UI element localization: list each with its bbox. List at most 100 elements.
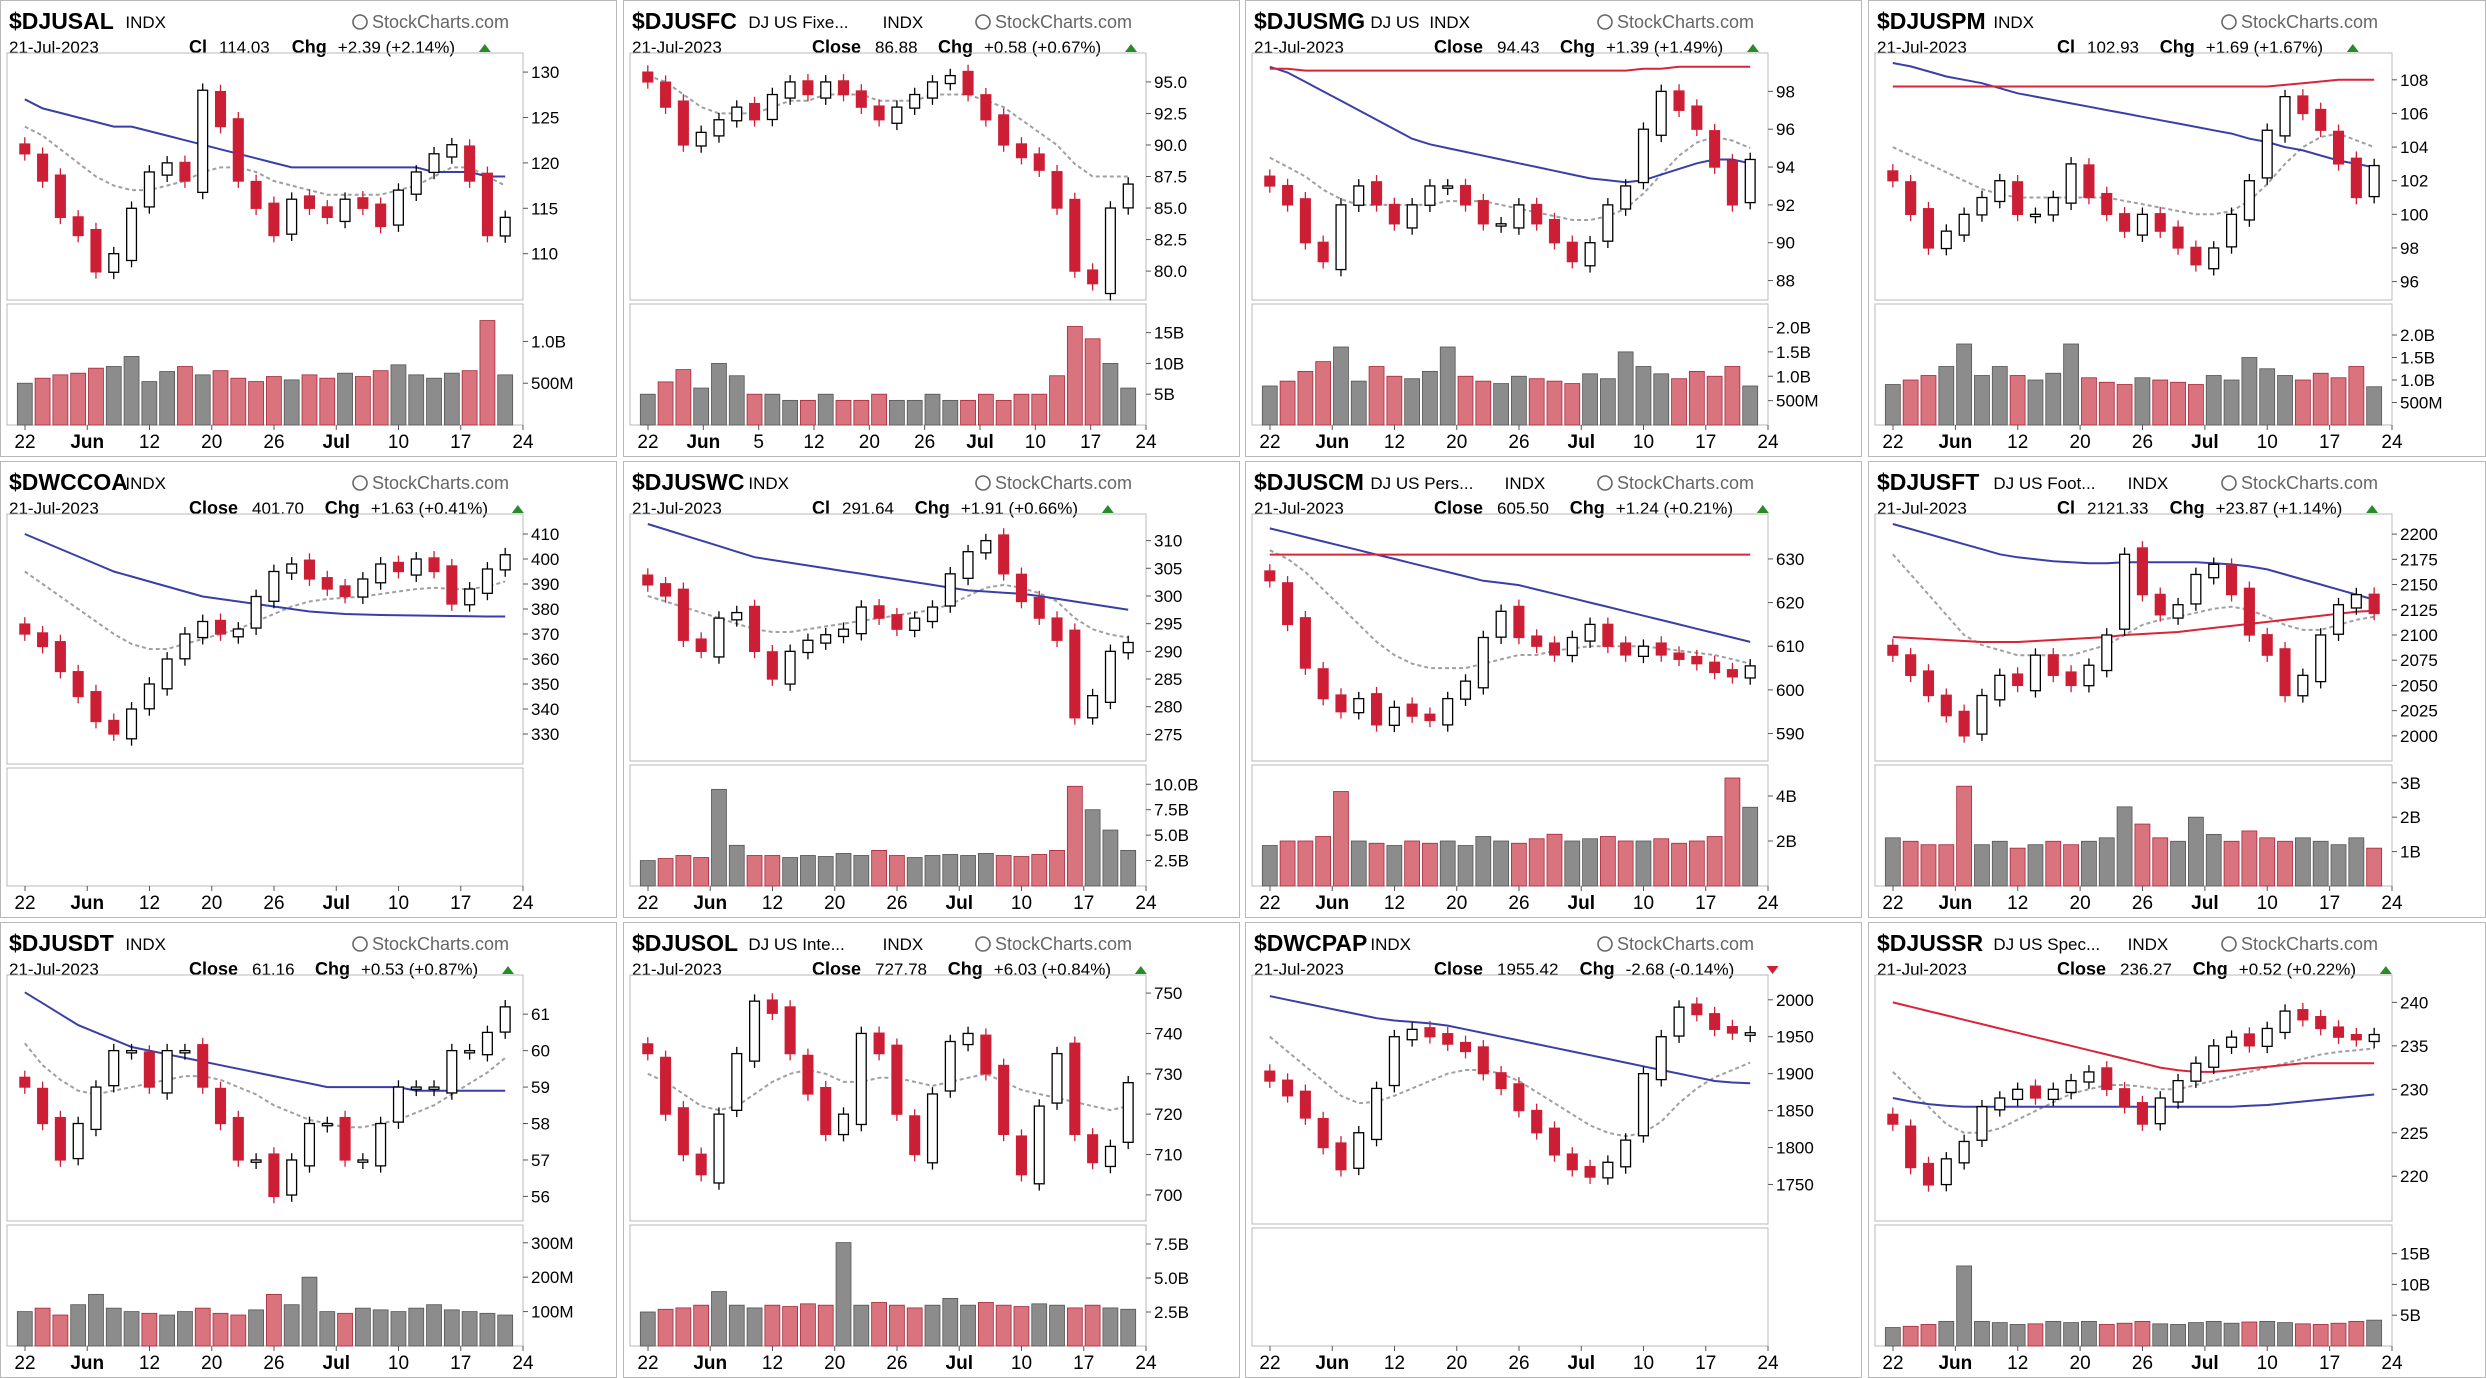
triangle-up-icon xyxy=(478,44,491,52)
candle-body xyxy=(1602,623,1614,647)
volume-bar xyxy=(2223,379,2240,426)
x-tick-label: 24 xyxy=(2381,893,2403,914)
volume-tick-label: 10B xyxy=(1154,354,1184,373)
volume-bar xyxy=(942,854,959,887)
x-tick-label: 24 xyxy=(1135,432,1157,453)
ma-mid-line xyxy=(24,991,506,1092)
y-tick-label: 290 xyxy=(1154,642,1182,661)
y-tick-label: 620 xyxy=(1776,594,1804,613)
y-tick-label: 1750 xyxy=(1776,1175,1814,1194)
candle-body xyxy=(2029,1085,2042,1099)
x-tick-label: 20 xyxy=(859,432,880,453)
volume-bar xyxy=(817,856,834,887)
y-tick-label: 57 xyxy=(531,1151,550,1170)
price-label: Close xyxy=(2057,959,2106,979)
candle-body xyxy=(1335,694,1347,713)
y-tick-label: 340 xyxy=(531,700,559,719)
source-label: StockCharts.com xyxy=(995,12,1132,32)
volume-bar xyxy=(2188,384,2204,426)
x-tick-label: 24 xyxy=(1757,1353,1779,1374)
chart-panel-dwccoa[interactable]: $DWCCOA INDX StockCharts.com 21-Jul-2023 Clo… xyxy=(0,461,617,918)
chart-panel-djussr[interactable]: $DJUSSR DJ US Spec... INDX StockCharts.com 2… xyxy=(1868,922,2486,1378)
volume-tick-label: 5B xyxy=(1154,385,1175,404)
volume-bar xyxy=(230,1314,247,1347)
volume-bar xyxy=(1315,836,1332,887)
candle-body xyxy=(962,70,974,96)
volume-bar xyxy=(889,399,905,426)
candle-body xyxy=(2225,1036,2238,1048)
change-label: Chg xyxy=(948,959,983,979)
chart-panel-djusol[interactable]: $DJUSOL DJ US Inte... INDX StockCharts.com 2… xyxy=(623,922,1240,1378)
volume-bar xyxy=(2063,343,2079,426)
x-tick-label: 20 xyxy=(201,1353,222,1374)
volume-plot-frame xyxy=(1874,303,2393,426)
volume-bar xyxy=(1066,1307,1083,1347)
chart-panel-djuspm[interactable]: $DJUSPM INDX StockCharts.com 21-Jul-2023 Cl 1… xyxy=(1868,0,2486,457)
candle-body xyxy=(731,106,743,122)
candle-body xyxy=(2368,593,2380,615)
candle-body xyxy=(2243,587,2255,636)
candle-body xyxy=(1655,90,1667,136)
chart-panel-djusft[interactable]: $DJUSFT DJ US Foot... INDX StockCharts.com 2… xyxy=(1868,461,2486,918)
x-tick-label: 26 xyxy=(1508,893,1529,914)
change-label: Chg xyxy=(1570,498,1605,518)
candle-body xyxy=(1122,641,1134,654)
candle-body xyxy=(1406,204,1418,229)
candle-body xyxy=(1887,1113,1899,1125)
chart-panel-djusal[interactable]: $DJUSAL INDX StockCharts.com 21-Jul-2023 Cl 1… xyxy=(0,0,617,457)
chart-panel-djusfc[interactable]: $DJUSFC DJ US Fixe... INDX StockCharts.com 2… xyxy=(623,0,1240,457)
candle-body xyxy=(1264,570,1276,582)
candle-body xyxy=(660,81,672,108)
volume-bar xyxy=(1422,370,1438,426)
candle-body xyxy=(1655,642,1667,656)
volume-bar xyxy=(2348,837,2365,887)
volume-bar xyxy=(1706,375,1723,426)
triangle-down-icon xyxy=(1766,966,1779,974)
candle-body xyxy=(802,639,814,654)
chart-panel-djusmg[interactable]: $DJUSMG DJ US INDX StockCharts.com 21-Jul-20… xyxy=(1245,0,1862,457)
candle-body xyxy=(873,105,885,121)
candle-body xyxy=(1122,1082,1134,1143)
x-tick-label: 17 xyxy=(1695,1353,1716,1374)
x-tick-label: Jun xyxy=(1938,893,1972,914)
volume-bar xyxy=(924,393,941,426)
candle-body xyxy=(837,628,850,638)
source-label: StockCharts.com xyxy=(2241,473,2378,493)
chart-svg: $DJUSCM DJ US Pers... INDX StockCharts.com 2… xyxy=(1251,469,1804,914)
candle-body xyxy=(1442,185,1454,189)
ma-mid-line xyxy=(1892,523,2375,601)
volume-bar xyxy=(105,366,122,426)
x-tick-label: Jul xyxy=(323,893,350,914)
candle-body xyxy=(660,583,672,597)
price-label: Close xyxy=(1434,37,1483,57)
candle-body xyxy=(1495,1072,1507,1090)
volume-bar xyxy=(194,1307,211,1347)
x-tick-label: Jun xyxy=(1315,893,1349,914)
chart-panel-djusdt[interactable]: $DJUSDT INDX StockCharts.com 21-Jul-2023 Clo… xyxy=(0,922,617,1378)
change-value: +1.69 (+1.67%) xyxy=(2206,38,2323,57)
volume-bar xyxy=(711,363,727,426)
candle-body xyxy=(1905,1125,1917,1169)
candle-body xyxy=(1104,1145,1116,1168)
volume-bar xyxy=(1617,840,1634,887)
y-tick-label: 280 xyxy=(1154,698,1182,717)
candle-body xyxy=(1299,1090,1311,1119)
volume-bar xyxy=(2152,379,2169,426)
chart-symbol: $DJUSOL xyxy=(632,930,738,956)
volume-bar xyxy=(2241,830,2258,887)
candle-body xyxy=(1104,650,1116,703)
chart-panel-djuswc[interactable]: $DJUSWC INDX StockCharts.com 21-Jul-2023 Cl 2… xyxy=(623,461,1240,918)
y-tick-label: 94 xyxy=(1776,158,1795,177)
x-tick-label: 12 xyxy=(762,893,783,914)
chart-panel-dwcpap[interactable]: $DWCPAP INDX StockCharts.com 21-Jul-2023 Clo… xyxy=(1245,922,1862,1378)
volume-bar xyxy=(2081,1320,2097,1347)
candle-body xyxy=(499,554,511,571)
chart-panel-djuscm[interactable]: $DJUSCM DJ US Pers... INDX StockCharts.com 2… xyxy=(1245,461,1862,918)
y-tick-label: 104 xyxy=(2400,138,2428,157)
candle-body xyxy=(1087,1134,1099,1164)
volume-bar xyxy=(1404,378,1421,426)
candle-body xyxy=(410,1086,422,1090)
volume-bar xyxy=(1120,1308,1137,1347)
x-tick-label: 24 xyxy=(1135,893,1157,914)
candle-body xyxy=(232,1116,244,1161)
